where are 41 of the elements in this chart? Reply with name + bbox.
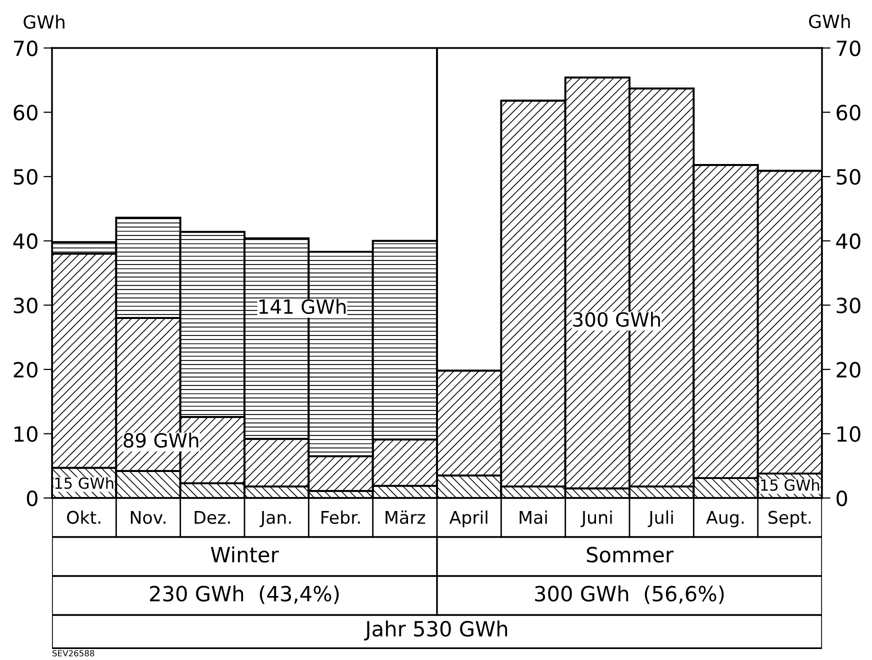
text: Sommer [586, 546, 674, 563]
annotation: 300 GWh [573, 312, 660, 327]
y-axis-title: GWh [24, 14, 64, 29]
y-tick-label: 30 [14, 298, 38, 314]
y-tick-label: 0 [26, 490, 38, 506]
annotation: 141 GWh [259, 298, 346, 314]
x-tick-label: Dez. [194, 511, 230, 524]
x-tick-label: Juni [580, 510, 612, 528]
y-tick-label: 70 [14, 40, 38, 56]
text: SEV26588 [52, 650, 94, 656]
y-tick-label: 40 [13, 233, 38, 250]
y2-tick-label: 70 [836, 40, 860, 56]
y2-tick-label: 20 [836, 362, 860, 378]
y2-tick-label: 60 [836, 104, 860, 120]
x-tick-label: Sept. [768, 510, 811, 528]
y-tick-label: 20 [14, 362, 38, 378]
y2-tick-label: 50 [836, 169, 860, 185]
x-tick-label: Juli [648, 510, 673, 528]
text: Winter [210, 546, 279, 563]
x-tick-label: Febr. [322, 510, 360, 524]
x-tick-label: April [449, 510, 488, 528]
text: Jahr 530 GWh [364, 620, 508, 641]
x-tick-label: Nov. [130, 511, 166, 524]
y2-tick-label: 0 [836, 490, 848, 506]
annotation: 15 GWh [761, 479, 820, 491]
x-tick-label: Okt. [67, 510, 100, 524]
text: 300 GWh (56,6%) [535, 585, 724, 604]
annotation: 89 GWh [124, 432, 198, 448]
y-tick-label: 10 [14, 426, 38, 442]
y2-tick-label: 30 [836, 298, 860, 314]
annotation: 15 GWh [55, 477, 114, 489]
y-tick-label: 60 [14, 104, 38, 120]
x-tick-label: Mai [520, 510, 547, 524]
x-tick-label: Jan. [260, 511, 291, 528]
y2-tick-label: 10 [837, 426, 860, 442]
y-tick-label: 50 [14, 169, 38, 185]
x-tick-label: Aug. [706, 511, 744, 528]
y2-tick-label: 40 [836, 233, 860, 250]
y2-axis-title: GWh [809, 14, 850, 28]
x-tick-label: März [386, 510, 426, 524]
text: 230 GWh (43,4%) [150, 585, 339, 604]
